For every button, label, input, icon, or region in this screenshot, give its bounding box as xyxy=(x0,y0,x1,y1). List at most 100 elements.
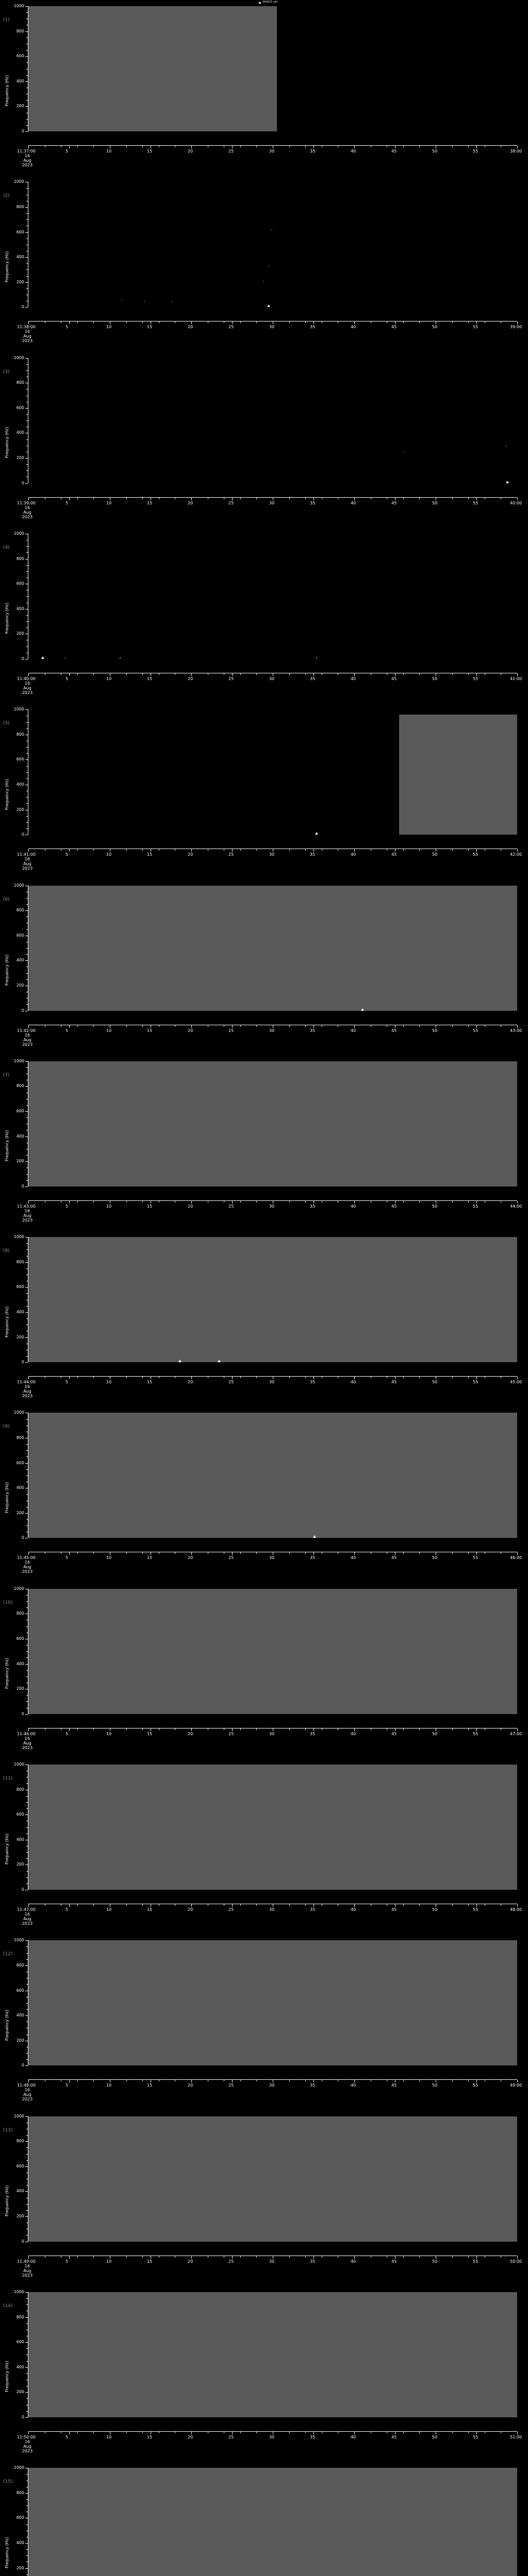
y-axis-label: Frequency (Hz) xyxy=(5,1130,9,1162)
x-tick-minor xyxy=(93,1904,94,1906)
x-tick-label: 30 xyxy=(269,1028,275,1033)
date-stamp-line: 16 xyxy=(24,154,30,158)
y-axis-label: Frequency (Hz) xyxy=(5,1657,9,1689)
y-tick-minor xyxy=(26,269,28,270)
plot-area xyxy=(28,1765,517,1890)
plot-area xyxy=(28,2116,517,2242)
y-tick-minor xyxy=(26,1796,28,1797)
y-tick-label: 1000 xyxy=(13,531,24,536)
x-tick-minor xyxy=(256,1200,257,1202)
y-tick-label: 400 xyxy=(16,79,24,83)
y-tick-minor xyxy=(26,1519,28,1520)
y-tick-minor xyxy=(26,1318,28,1319)
x-tick-major xyxy=(476,849,477,852)
call-marker[interactable] xyxy=(217,1360,221,1363)
call-marker[interactable] xyxy=(267,304,271,308)
plot-area xyxy=(28,1413,517,1538)
x-tick-label-end: 38:00 xyxy=(510,149,522,154)
date-stamp-line: 16 xyxy=(24,1384,30,1389)
y-tick-minor xyxy=(26,2210,28,2211)
x-tick-minor xyxy=(419,673,420,675)
x-tick-minor xyxy=(126,146,127,147)
x-tick-minor xyxy=(126,1025,127,1027)
y-tick-minor xyxy=(26,2304,28,2305)
date-stamp-line: 16 xyxy=(24,857,30,862)
y-tick-label: 1000 xyxy=(13,707,24,711)
y-tick-minor xyxy=(26,979,28,980)
y-tick-label: 400 xyxy=(16,1310,24,1314)
x-tick-minor xyxy=(126,1377,127,1379)
detection-point xyxy=(119,657,121,659)
y-tick-minor xyxy=(26,546,28,547)
y-tick-label: 600 xyxy=(16,2515,24,2520)
date-stamp-line: Aug xyxy=(23,861,31,867)
y-tick-minor xyxy=(26,1004,28,1005)
x-tick-minor xyxy=(256,1025,257,1027)
x-tick-minor xyxy=(419,1200,420,1202)
x-tick-label: 20 xyxy=(188,676,193,681)
y-tick-minor xyxy=(26,439,28,440)
y-tick-minor xyxy=(26,2361,28,2362)
x-tick-minor xyxy=(305,1904,306,1906)
x-tick-label: 55 xyxy=(473,676,478,681)
x-tick-label: 50 xyxy=(432,1907,438,1912)
y-tick-label: 0 xyxy=(21,1711,24,1716)
y-tick-minor xyxy=(26,1701,28,1702)
x-tick-major xyxy=(28,849,29,852)
x-tick-major xyxy=(354,2256,355,2259)
y-tick-label: 400 xyxy=(16,958,24,962)
x-tick-label: 40 xyxy=(351,676,356,681)
x-tick-major xyxy=(191,2431,192,2434)
call-marker[interactable] xyxy=(178,1360,182,1363)
y-tick-minor xyxy=(26,1783,28,1784)
y-tick-minor xyxy=(26,414,28,415)
panel-index-label: (7) xyxy=(3,1072,10,1078)
x-tick-minor xyxy=(142,673,143,675)
call-marker[interactable] xyxy=(315,832,319,835)
x-tick-minor xyxy=(305,1025,306,1027)
x-tick-minor xyxy=(142,497,143,499)
panel-index-label: (8) xyxy=(3,1248,10,1254)
y-tick-minor xyxy=(26,2147,28,2148)
call-marker[interactable] xyxy=(360,1008,364,1011)
y-tick-minor xyxy=(26,1676,28,1677)
x-tick-minor xyxy=(240,1728,241,1730)
y-tick-minor xyxy=(26,1067,28,1068)
y-tick-label: 800 xyxy=(16,1260,24,1264)
call-marker[interactable] xyxy=(41,656,45,659)
x-tick-label: 35 xyxy=(310,1555,316,1561)
y-tick-label: 400 xyxy=(16,606,24,611)
y-tick-minor xyxy=(26,1984,28,1985)
x-tick-major xyxy=(191,1552,192,1555)
date-stamp-line: Aug xyxy=(23,1565,31,1570)
date-stamp-line: 2023 xyxy=(22,163,33,167)
call-marker[interactable] xyxy=(312,1535,316,1538)
y-tick-label: 600 xyxy=(16,405,24,410)
x-tick-label: 55 xyxy=(473,1204,478,1209)
y-tick-minor xyxy=(26,797,28,798)
x-tick-label: 15 xyxy=(147,2083,153,2088)
x-tick-minor xyxy=(240,849,241,851)
y-tick-label: 600 xyxy=(16,1284,24,1289)
x-tick-major xyxy=(517,673,518,676)
x-tick-label: 50 xyxy=(432,1555,438,1561)
x-tick-label: 35 xyxy=(310,1907,316,1912)
y-tick-label: 800 xyxy=(16,556,24,561)
y-tick-label: 600 xyxy=(16,2340,24,2344)
y-tick-label: 1000 xyxy=(13,355,24,360)
x-tick-label-start: 11:47:00 xyxy=(17,1907,36,1912)
detection-point xyxy=(316,657,317,659)
x-tick-major xyxy=(232,1200,233,1204)
x-tick-minor xyxy=(256,2256,257,2258)
y-tick-label: 600 xyxy=(16,2164,24,2168)
x-tick-label: 15 xyxy=(147,2434,153,2439)
y-tick-minor xyxy=(26,1155,28,1156)
y-tick-label: 200 xyxy=(16,1862,24,1867)
y-tick-minor xyxy=(26,1657,28,1658)
x-tick-label: 40 xyxy=(351,852,356,857)
x-tick-label-end: 48:00 xyxy=(510,1907,522,1912)
x-tick-label: 25 xyxy=(228,325,234,330)
x-tick-label: 5 xyxy=(65,852,69,857)
call-marker[interactable] xyxy=(506,480,509,483)
plot-area xyxy=(28,358,517,483)
